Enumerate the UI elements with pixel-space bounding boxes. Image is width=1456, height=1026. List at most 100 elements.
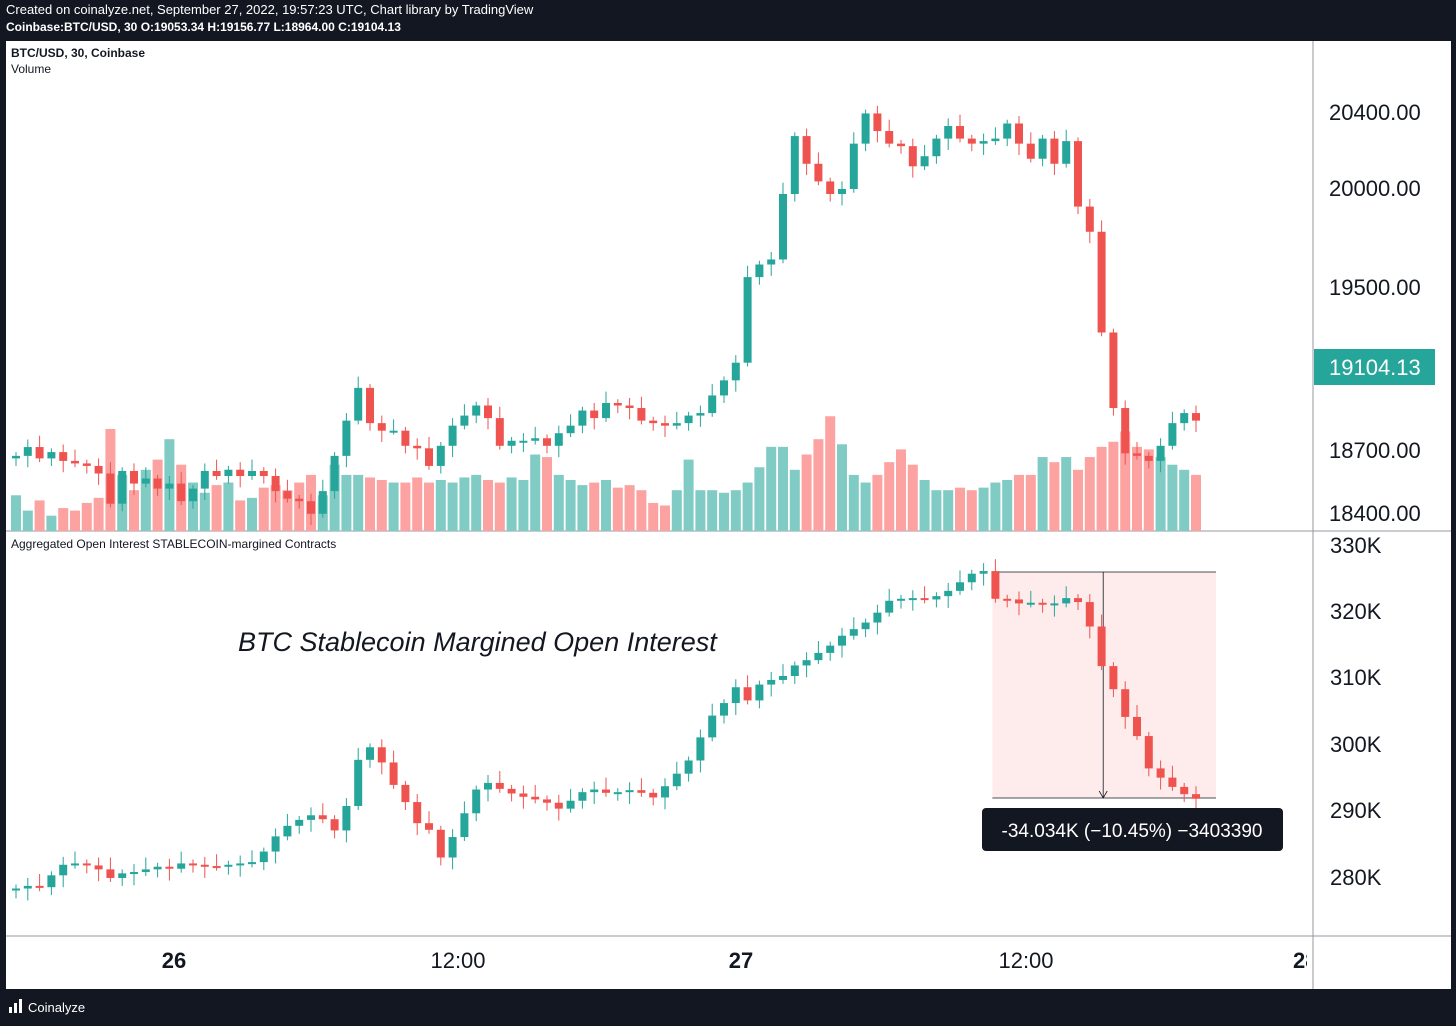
oi-candle — [991, 571, 1000, 599]
volume-bar — [648, 502, 659, 531]
price-candle — [731, 362, 740, 381]
oi-candle — [200, 864, 209, 867]
volume-bar — [46, 515, 57, 531]
volume-bar — [58, 508, 69, 531]
volume-bar — [424, 482, 434, 531]
price-candle — [484, 405, 492, 419]
price-candle — [743, 277, 752, 363]
price-candle — [23, 447, 32, 456]
volume-bar — [683, 459, 694, 531]
price-candle — [720, 380, 728, 396]
oi-candle — [448, 837, 457, 858]
oi-candle — [873, 612, 882, 623]
measure-label-box — [982, 808, 1283, 851]
volume-bar — [412, 477, 423, 531]
price-candle — [94, 465, 103, 474]
chart-svg[interactable]: BTC/USD, 30, Coinbase Volume Aggregated … — [6, 41, 1451, 989]
oi-candle — [1050, 603, 1059, 606]
oi-candle — [366, 747, 374, 760]
measure-box[interactable] — [992, 572, 1216, 798]
oi-candle — [165, 866, 174, 869]
oi-candle — [401, 784, 410, 803]
oi-candle — [94, 865, 103, 870]
volume-bar — [577, 485, 588, 531]
price-tick: 20400.00 — [1329, 100, 1421, 125]
oi-candle — [779, 676, 787, 680]
oi-candle — [1192, 794, 1200, 799]
volume-bar — [943, 490, 954, 531]
volume-bar — [553, 474, 564, 531]
time-tick: 26 — [162, 948, 186, 973]
oi-candle — [507, 788, 516, 794]
oi-tick: 280K — [1330, 865, 1382, 890]
volume-bar — [270, 485, 281, 531]
oi-candle — [389, 762, 398, 785]
price-candle — [991, 138, 1000, 142]
price-candle — [790, 136, 799, 194]
volume-bar — [1108, 441, 1119, 531]
oi-candle — [436, 829, 445, 858]
price-candle — [1156, 445, 1165, 461]
oi-candle — [944, 590, 953, 597]
price-candle — [932, 138, 941, 157]
oi-candle — [1062, 598, 1071, 604]
oi-candle — [1109, 666, 1118, 690]
price-candle — [82, 463, 91, 466]
price-candle — [141, 478, 150, 484]
volume-bar — [601, 480, 611, 531]
price-candle — [35, 447, 44, 459]
volume-bar — [896, 449, 906, 531]
price-candle — [602, 402, 610, 419]
price-candle — [554, 433, 563, 446]
price-candle — [956, 126, 964, 139]
chart-area[interactable]: BTC/USD, 30, Coinbase Volume Aggregated … — [6, 41, 1451, 989]
oi-candle — [236, 863, 245, 866]
price-candle — [873, 113, 882, 132]
oi-candle — [484, 782, 492, 790]
price-candle — [460, 415, 469, 426]
price-candle — [47, 452, 56, 459]
price-candle — [838, 188, 846, 194]
footer-bar: Coinalyze — [0, 989, 1456, 1026]
oi-candle — [1015, 599, 1023, 604]
price-candle — [224, 469, 233, 477]
oi-candle — [578, 792, 587, 801]
price-tick: 19500.00 — [1329, 275, 1421, 300]
volume-bar — [872, 474, 883, 531]
volume-bar — [518, 480, 529, 531]
price-candle — [1074, 141, 1082, 207]
volume-bar — [837, 444, 847, 531]
oi-candle — [1144, 736, 1153, 769]
oi-annotation: BTC Stablecoin Margined Open Interest — [238, 627, 718, 657]
oi-candle — [141, 869, 150, 873]
oi-candle — [413, 802, 422, 824]
price-candle — [118, 470, 127, 504]
volume-bar — [81, 502, 92, 531]
coinalyze-logo-icon — [9, 999, 22, 1013]
price-candle — [519, 440, 528, 443]
price-candle — [967, 138, 976, 144]
oi-candle — [672, 773, 681, 787]
volume-bar — [1120, 431, 1131, 531]
price-candle — [779, 194, 787, 260]
time-tick: 27 — [729, 948, 753, 973]
measure-tool[interactable] — [992, 571, 1216, 799]
price-candle — [342, 420, 351, 456]
price-candle — [1050, 138, 1059, 164]
price-candle — [861, 113, 870, 144]
price-candle — [637, 408, 646, 421]
oi-candle — [590, 789, 599, 793]
volume-bar — [624, 485, 635, 531]
price-candle — [59, 452, 68, 461]
oi-candle — [212, 866, 221, 869]
volume-bar — [612, 487, 623, 531]
volume-bar — [907, 464, 918, 531]
price-candle — [767, 259, 776, 265]
price-candle — [661, 423, 669, 426]
oi-candle — [495, 782, 504, 789]
price-candle — [295, 498, 304, 502]
volume-bar — [884, 462, 895, 531]
volume-bar — [483, 480, 493, 531]
volume-bar — [530, 454, 541, 531]
price-candle — [672, 423, 681, 426]
